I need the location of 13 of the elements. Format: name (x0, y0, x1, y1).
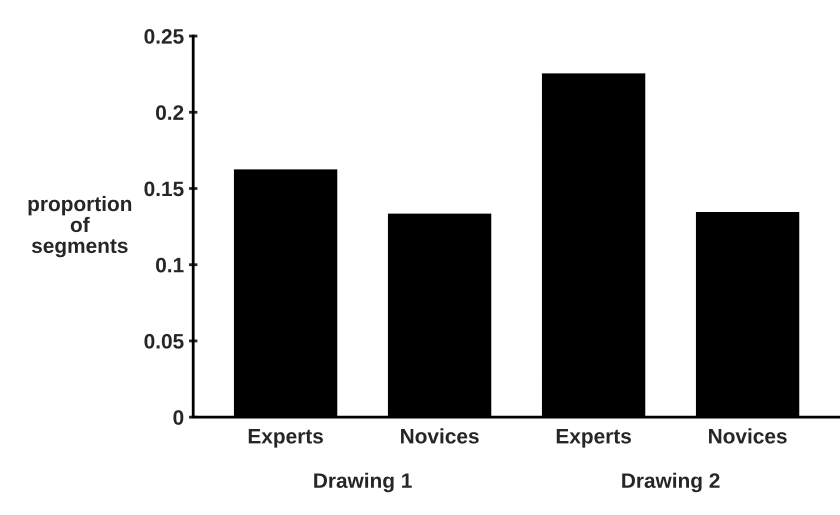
x-tick-label: Novices (401, 428, 479, 444)
y-tick-label: 0 (173, 410, 184, 425)
x-tick-label: Experts (556, 429, 631, 448)
x-tick-label: Experts (248, 429, 323, 448)
y-tick-label: 0.2 (156, 105, 184, 120)
y-tick-label: 0.25 (144, 29, 184, 44)
y-axis-title: proportion of segments (28, 196, 132, 258)
y-tick-label: 0.1 (156, 258, 184, 272)
x-tick-label: Novices (709, 428, 787, 444)
text: Drawing 2 (622, 472, 720, 492)
text: Drawing 1 (314, 472, 412, 492)
y-tick-label: 0.15 (144, 181, 184, 196)
y-tick-label: 0.05 (144, 334, 184, 349)
